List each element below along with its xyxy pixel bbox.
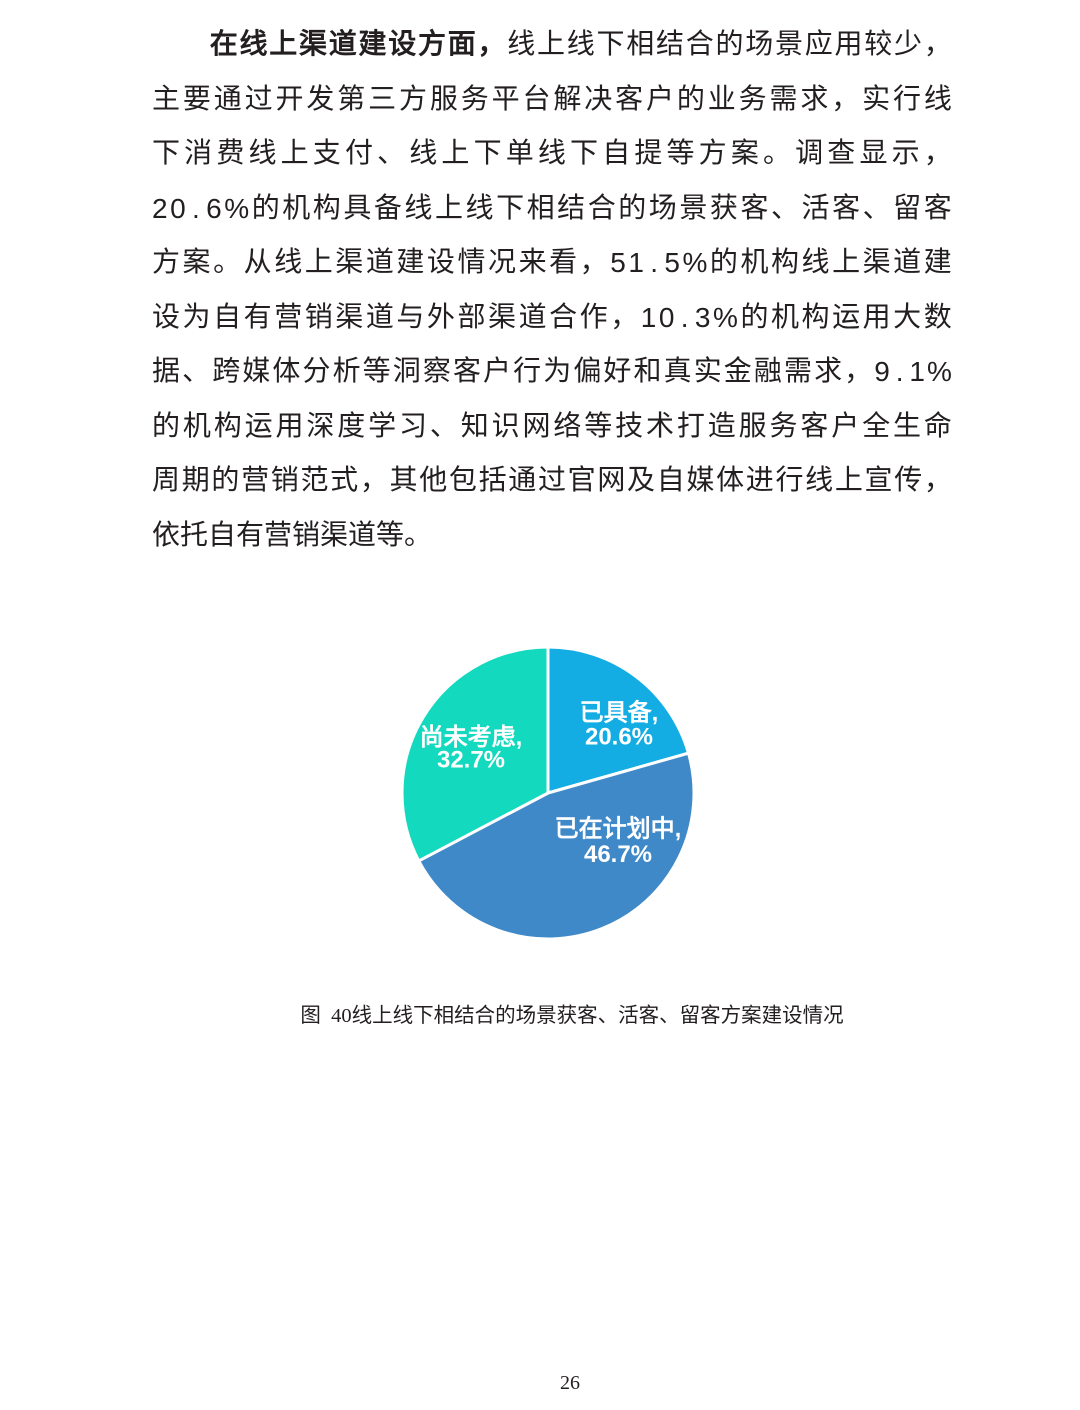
svg-text:20.6%: 20.6% [585,723,653,750]
svg-text:46.7%: 46.7% [584,841,652,868]
svg-text:已具备,: 已具备, [580,699,659,727]
svg-text:32.7%: 32.7% [437,746,505,773]
svg-text:已在计划中,: 已在计划中, [555,815,682,843]
